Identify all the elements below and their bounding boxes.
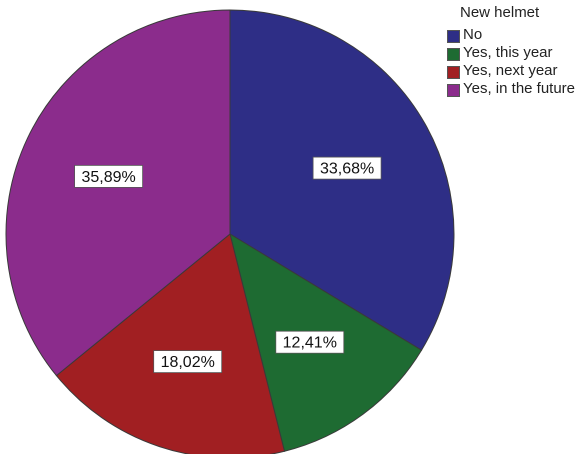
legend-swatch-yes-this-year (447, 48, 460, 61)
pie-slice-yes-next-year (55, 233, 286, 454)
legend-item-yes-next-year: Yes, next year (447, 63, 577, 79)
legend-swatch-no (447, 30, 460, 43)
legend: New helmet No Yes, this year Yes, next y… (447, 4, 577, 99)
pie-slice-yes-in-the-future (5, 9, 231, 377)
legend-label-yes-next-year: Yes, next year (463, 62, 558, 79)
legend-label-yes-in-the-future: Yes, in the future (463, 80, 576, 97)
legend-swatch-yes-in-the-future (447, 84, 460, 97)
pie-slice-no (229, 9, 455, 351)
data-label-yes-in-the-future: 35,89% (74, 164, 143, 188)
legend-item-no: No (447, 27, 577, 43)
legend-title: New helmet (460, 4, 540, 21)
legend-label-yes-this-year: Yes, this year (463, 44, 553, 61)
legend-item-yes-in-the-future: Yes, in the future (447, 81, 577, 97)
data-label-yes-next-year: 18,02% (153, 350, 223, 374)
data-label-no: 33,68% (312, 156, 382, 180)
legend-swatch-yes-next-year (447, 66, 460, 79)
data-label-yes-this-year: 12,41% (275, 330, 345, 354)
svg-text:33,68%: 33,68% (320, 161, 374, 178)
svg-text:12,41%: 12,41% (283, 335, 337, 352)
svg-text:18,02%: 18,02% (161, 354, 215, 371)
legend-label-no: No (463, 26, 483, 43)
legend-item-yes-this-year: Yes, this year (447, 45, 577, 61)
svg-text:35,89%: 35,89% (81, 169, 135, 186)
